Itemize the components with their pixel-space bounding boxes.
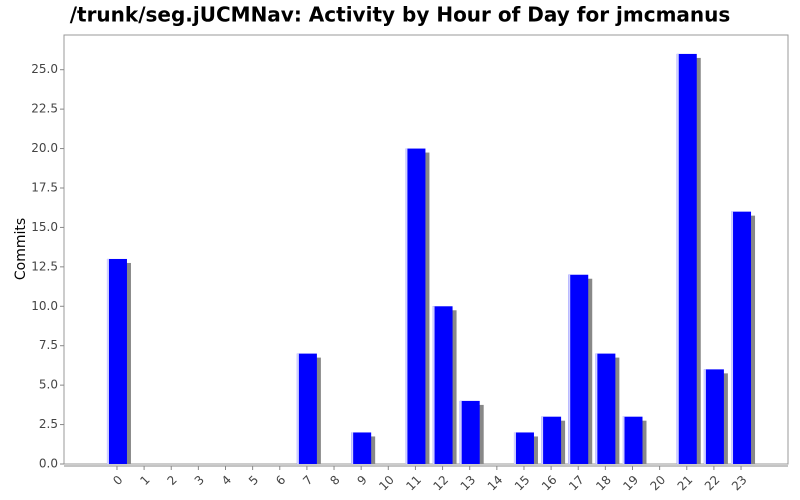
bar xyxy=(595,353,616,464)
x-tick-label: 14 xyxy=(485,473,506,494)
bar xyxy=(731,211,752,464)
bar xyxy=(568,274,589,464)
y-tick-label: 7.5 xyxy=(39,338,58,352)
y-tick-label: 20.0 xyxy=(31,141,58,155)
x-tick-label: 12 xyxy=(430,473,451,494)
y-tick-label: 22.5 xyxy=(31,102,58,116)
bar-highlight xyxy=(296,353,299,464)
bar xyxy=(676,53,697,464)
x-tick-label: 16 xyxy=(539,473,560,494)
bar xyxy=(622,416,643,464)
x-tick-label: 5 xyxy=(246,473,261,488)
bar-highlight xyxy=(513,432,516,464)
x-tick-label: 4 xyxy=(219,473,234,488)
x-tick-label: 0 xyxy=(110,473,125,488)
bar-highlight xyxy=(622,416,625,464)
x-tick-label: 11 xyxy=(403,473,424,494)
x-tick-label: 3 xyxy=(192,473,207,488)
bar xyxy=(513,432,534,464)
x-tick-label: 15 xyxy=(512,473,533,494)
x-tick-label: 23 xyxy=(729,473,750,494)
x-tick-label: 17 xyxy=(566,473,587,494)
y-tick-label: 17.5 xyxy=(31,180,58,194)
x-tick-label: 6 xyxy=(273,473,288,488)
bar xyxy=(351,432,372,464)
bar xyxy=(432,306,453,464)
bar xyxy=(296,353,317,464)
y-tick-label: 15.0 xyxy=(31,220,58,234)
x-tick-label: 18 xyxy=(593,473,614,494)
x-tick-label: 7 xyxy=(300,473,315,488)
bar xyxy=(459,400,480,464)
chart-title: /trunk/seg.jUCMNav: Activity by Hour of … xyxy=(70,3,731,27)
x-tick-label: 19 xyxy=(620,473,641,494)
x-tick-label: 8 xyxy=(327,473,342,488)
bar-highlight xyxy=(731,211,734,464)
x-tick-label: 9 xyxy=(354,473,369,488)
bar-highlight xyxy=(568,274,571,464)
bar xyxy=(405,148,426,464)
y-tick-label: 10.0 xyxy=(31,299,58,313)
bar-highlight xyxy=(405,148,408,464)
bar-highlight xyxy=(106,258,109,464)
y-tick-label: 25.0 xyxy=(31,62,58,76)
bar-highlight xyxy=(432,306,435,464)
x-tick-label: 20 xyxy=(648,473,669,494)
bar-highlight xyxy=(459,400,462,464)
bar-highlight xyxy=(703,369,706,464)
x-tick-label: 1 xyxy=(137,473,152,488)
x-tick-label: 13 xyxy=(458,473,479,494)
y-tick-label: 0.0 xyxy=(39,457,58,471)
x-tick-label: 21 xyxy=(675,473,696,494)
bar xyxy=(106,258,127,464)
x-tick-label: 2 xyxy=(165,473,180,488)
y-tick-label: 5.0 xyxy=(39,378,58,392)
bar xyxy=(541,416,562,464)
y-tick-label: 2.5 xyxy=(39,417,58,431)
x-tick-label: 22 xyxy=(702,473,723,494)
y-axis-title: Commits xyxy=(13,218,29,280)
bar-highlight xyxy=(541,416,544,464)
x-tick-label: 10 xyxy=(376,473,397,494)
y-tick-label: 12.5 xyxy=(31,259,58,273)
bar-highlight xyxy=(595,353,598,464)
bar xyxy=(703,369,724,464)
bar-highlight xyxy=(351,432,354,464)
bar-highlight xyxy=(676,53,679,464)
